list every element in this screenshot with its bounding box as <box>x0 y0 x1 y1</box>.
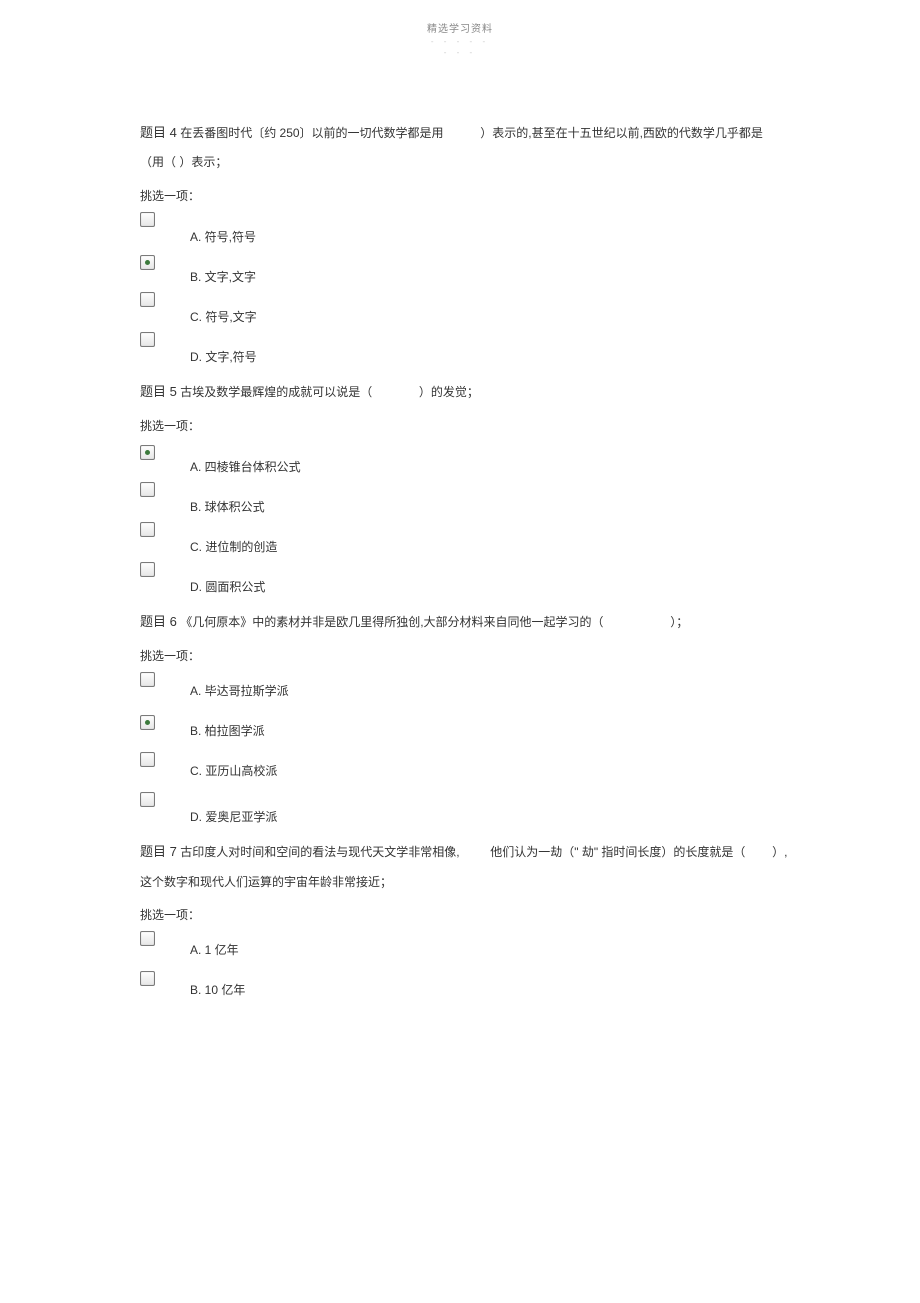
question-5-num: 题目 5 <box>140 384 177 399</box>
option-label: C. 亚历山高校派 <box>190 750 277 779</box>
option-label: D. 爱奥尼亚学派 <box>190 790 277 825</box>
header-title: 精选学习资料 <box>0 20 920 35</box>
question-6-text-b: ）； <box>670 615 688 629</box>
question-5: 题目 5 古埃及数学最辉煌的成就可以说是（ ）的发觉； 挑选一项： A. 四棱锥… <box>140 376 790 598</box>
question-4-text: 题目 4 在丢番图时代〔约 250〕以前的一切代数学都是用 ）表示的,甚至在十五… <box>140 117 790 177</box>
radio-icon[interactable] <box>140 522 155 537</box>
option-label: A. 1 亿年 <box>190 929 239 958</box>
question-7-num: 题目 7 <box>140 844 177 859</box>
page-header: 精选学习资料 - - - - - - - - <box>0 20 920 57</box>
question-7-text-2: 这个数字和现代人们运算的宇宙年龄非常接近； <box>140 875 392 889</box>
option-label: D. 圆面积公式 <box>190 560 265 595</box>
question-7-text-c: ）, <box>772 845 787 859</box>
option-label: B. 柏拉图学派 <box>190 710 265 739</box>
question-6-text: 题目 6 《几何原本》中的素材并非是欧几里得所独创,大部分材料来自同他一起学习的… <box>140 606 790 637</box>
question-6-prompt: 挑选一项： <box>140 647 790 664</box>
option-label: B. 10 亿年 <box>190 969 245 998</box>
radio-icon[interactable] <box>140 562 155 577</box>
question-4-option-a[interactable]: A. 符号,符号 <box>140 210 790 248</box>
question-5-prompt: 挑选一项： <box>140 417 790 434</box>
question-4-prompt: 挑选一项： <box>140 187 790 204</box>
question-6-option-b[interactable]: B. 柏拉图学派 <box>140 710 790 748</box>
radio-icon[interactable] <box>140 292 155 307</box>
radio-icon[interactable] <box>140 931 155 946</box>
question-6: 题目 6 《几何原本》中的素材并非是欧几里得所独创,大部分材料来自同他一起学习的… <box>140 606 790 828</box>
question-7: 题目 7 古印度人对时间和空间的看法与现代天文学非常相像, 他们认为一劫（" 劫… <box>140 836 790 1007</box>
question-4-text-b: ）表示的,甚至在十五世纪以前,西欧的代数学几乎都是 <box>480 126 763 140</box>
question-4: 题目 4 在丢番图时代〔约 250〕以前的一切代数学都是用 ）表示的,甚至在十五… <box>140 117 790 368</box>
option-label: A. 毕达哥拉斯学派 <box>190 670 289 699</box>
radio-icon[interactable] <box>140 212 155 227</box>
option-label: B. 球体积公式 <box>190 480 265 515</box>
question-7-prompt: 挑选一项： <box>140 906 790 923</box>
question-6-option-c[interactable]: C. 亚历山高校派 <box>140 750 790 788</box>
option-label: C. 进位制的创造 <box>190 520 277 555</box>
radio-icon[interactable] <box>140 482 155 497</box>
question-4-text-2: （用（ ）表示； <box>140 155 227 169</box>
question-7-text: 题目 7 古印度人对时间和空间的看法与现代天文学非常相像, 他们认为一劫（" 劫… <box>140 836 790 896</box>
radio-icon-selected[interactable] <box>140 715 155 730</box>
radio-icon[interactable] <box>140 672 155 687</box>
option-label: A. 四棱锥台体积公式 <box>190 440 301 475</box>
question-6-text-a: 《几何原本》中的素材并非是欧几里得所独创,大部分材料来自同他一起学习的（ <box>180 615 603 629</box>
question-5-option-c[interactable]: C. 进位制的创造 <box>140 520 790 558</box>
question-5-option-a[interactable]: A. 四棱锥台体积公式 <box>140 440 790 478</box>
page: 精选学习资料 - - - - - - - - 题目 4 在丢番图时代〔约 250… <box>0 0 920 1055</box>
question-6-option-d[interactable]: D. 爱奥尼亚学派 <box>140 790 790 828</box>
question-5-option-b[interactable]: B. 球体积公式 <box>140 480 790 518</box>
question-5-text-a: 古埃及数学最辉煌的成就可以说是（ <box>180 385 372 399</box>
option-label: C. 符号,文字 <box>190 290 257 325</box>
radio-icon[interactable] <box>140 971 155 986</box>
radio-icon-selected[interactable] <box>140 255 155 270</box>
question-5-text: 题目 5 古埃及数学最辉煌的成就可以说是（ ）的发觉； <box>140 376 790 407</box>
question-4-num: 题目 4 <box>140 125 177 140</box>
option-label: D. 文字,符号 <box>190 330 257 365</box>
radio-icon[interactable] <box>140 332 155 347</box>
header-dashes-2: - - - <box>0 48 920 57</box>
question-6-num: 题目 6 <box>140 614 177 629</box>
radio-icon[interactable] <box>140 752 155 767</box>
question-4-option-b[interactable]: B. 文字,文字 <box>140 250 790 288</box>
question-7-text-b: 他们认为一劫（" 劫" 指时间长度）的长度就是（ <box>490 845 745 859</box>
question-4-option-c[interactable]: C. 符号,文字 <box>140 290 790 328</box>
question-5-option-d[interactable]: D. 圆面积公式 <box>140 560 790 598</box>
question-6-option-a[interactable]: A. 毕达哥拉斯学派 <box>140 670 790 708</box>
radio-icon[interactable] <box>140 792 155 807</box>
question-5-text-b: ）的发觉； <box>419 385 479 399</box>
question-7-option-b[interactable]: B. 10 亿年 <box>140 969 790 1007</box>
question-7-text-a: 古印度人对时间和空间的看法与现代天文学非常相像, <box>180 845 459 859</box>
radio-icon-selected[interactable] <box>140 445 155 460</box>
question-7-option-a[interactable]: A. 1 亿年 <box>140 929 790 967</box>
content: 题目 4 在丢番图时代〔约 250〕以前的一切代数学都是用 ）表示的,甚至在十五… <box>0 117 920 1007</box>
header-dashes-1: - - - - - <box>0 37 920 46</box>
option-label: A. 符号,符号 <box>190 210 256 245</box>
question-4-option-d[interactable]: D. 文字,符号 <box>140 330 790 368</box>
option-label: B. 文字,文字 <box>190 250 256 285</box>
question-4-text-a: 在丢番图时代〔约 250〕以前的一切代数学都是用 <box>180 126 443 140</box>
